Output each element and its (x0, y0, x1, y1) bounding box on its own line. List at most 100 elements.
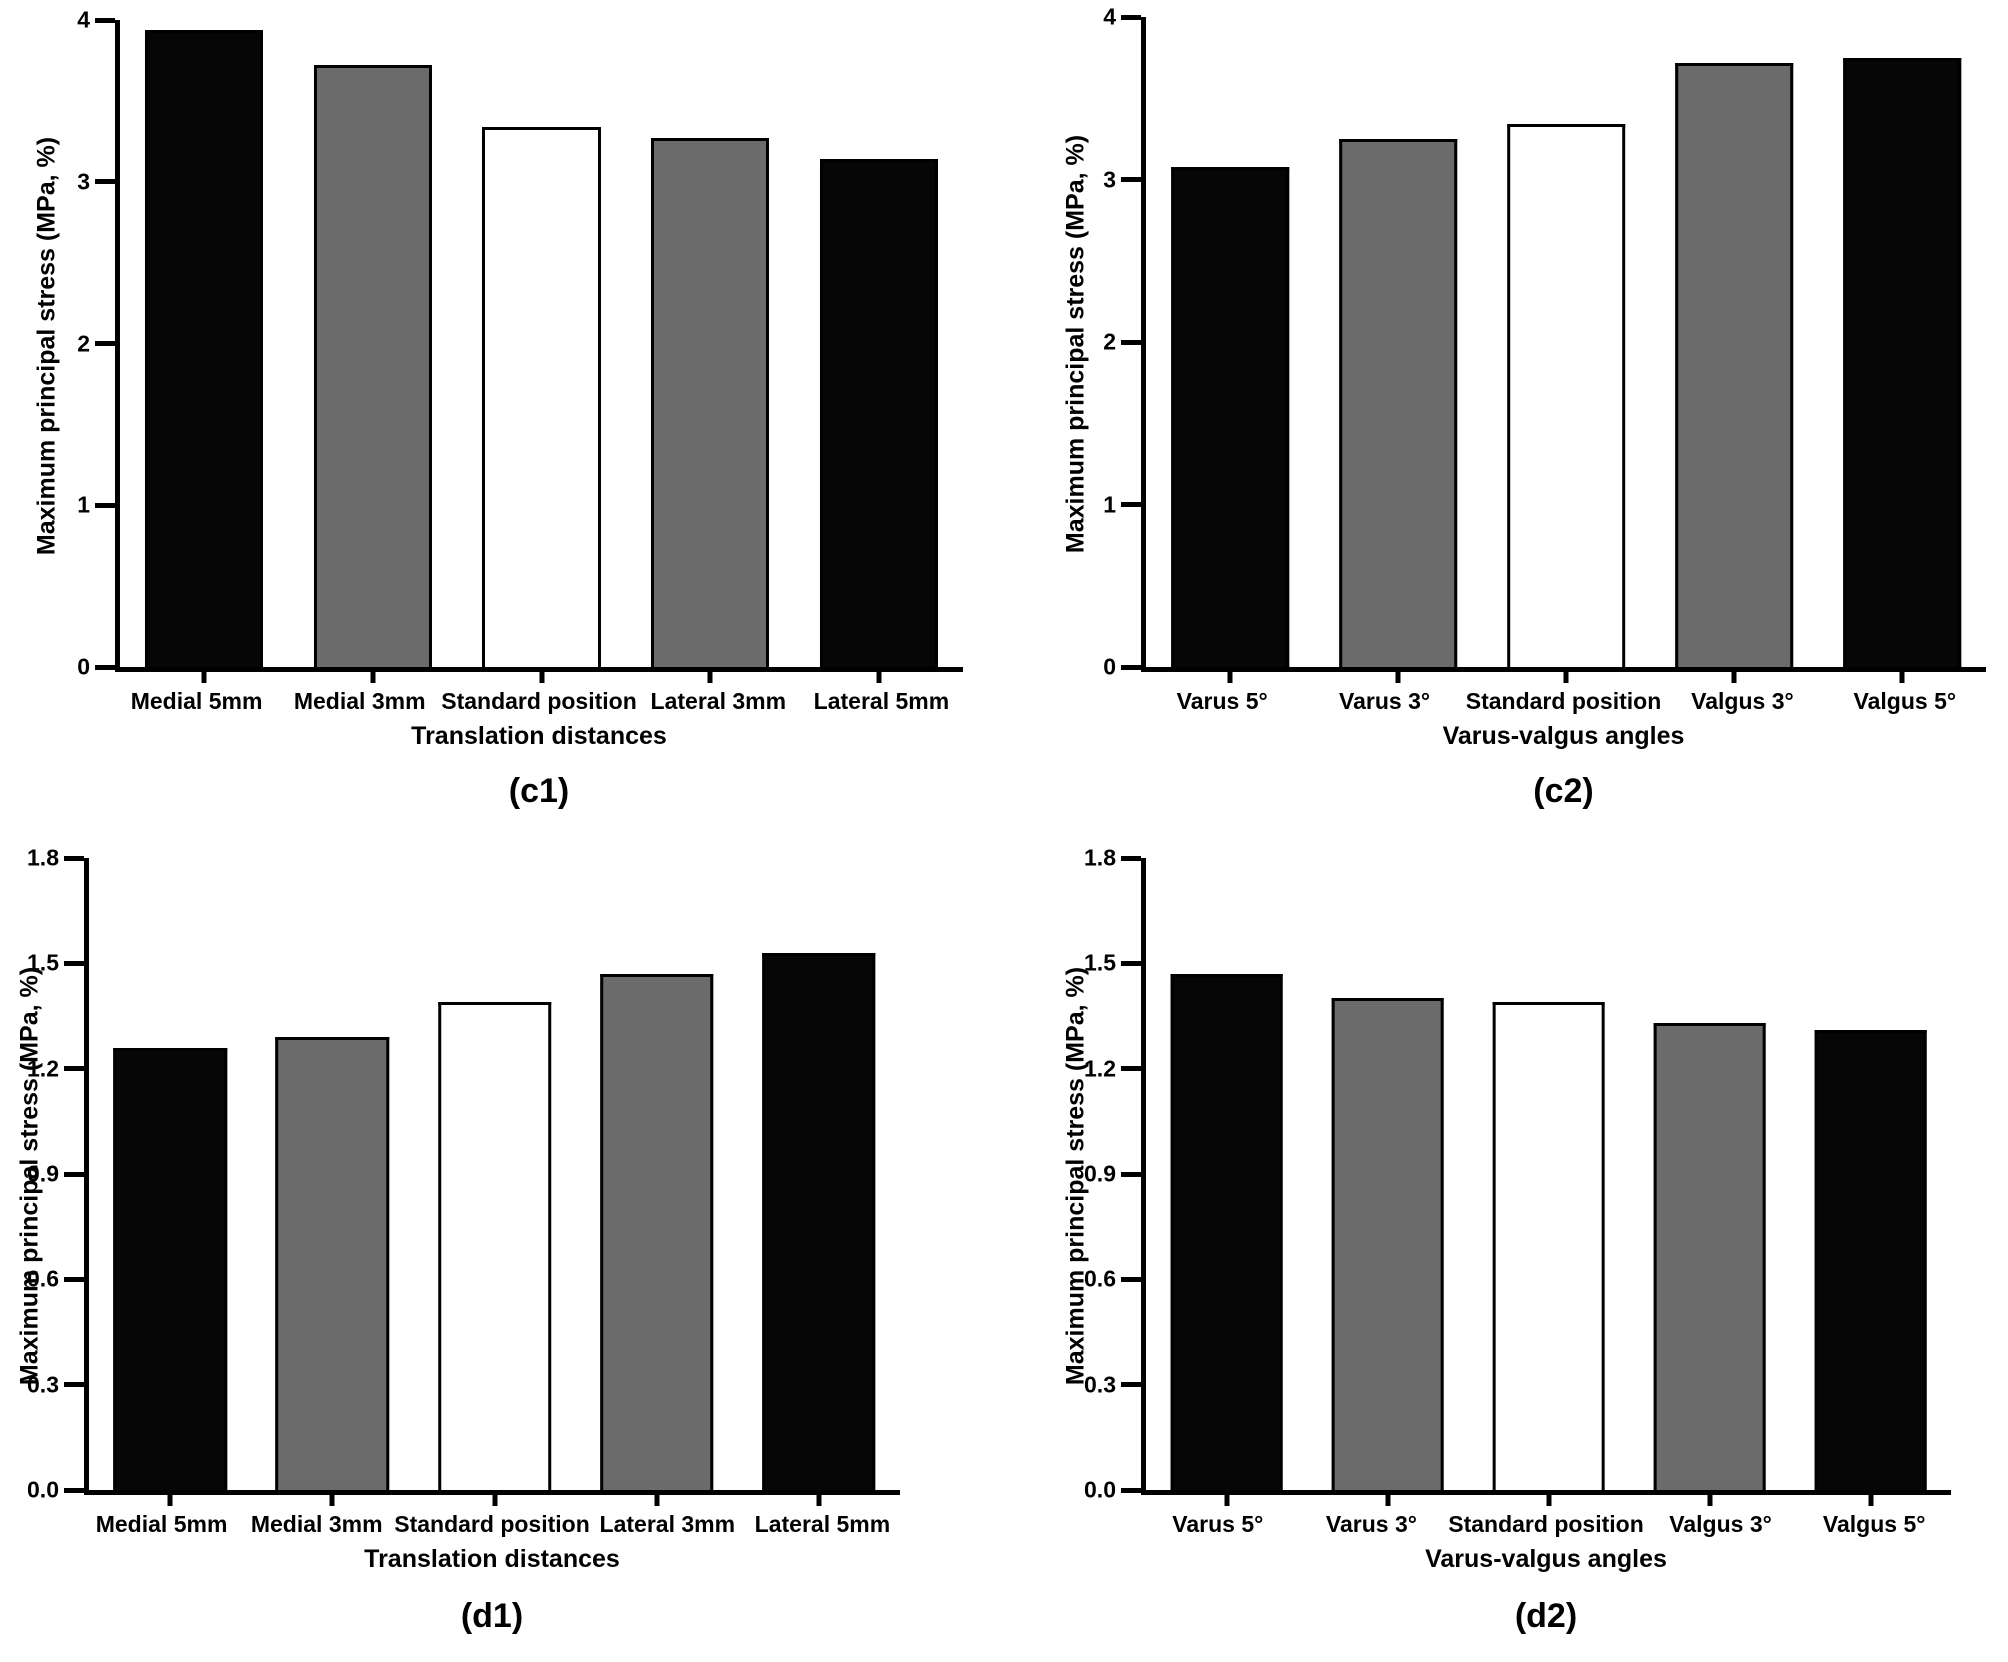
x-axis-tick-mark (329, 1490, 335, 1506)
chart-d2: Maximum principal stress (MPa, %) 0.0 0.3 0… (1004, 831, 2008, 1662)
x-axis-label: Valgus 5° (1853, 688, 1957, 714)
plot-area: 0 1 2 3 4 (77, 7, 963, 683)
bar-slot (457, 20, 626, 667)
bar-valgus-3- (1653, 1023, 1766, 1490)
bars-container (120, 20, 963, 667)
x-axis-tick-mark (1868, 1490, 1873, 1506)
x-axis-labels: Medial 5mm Medial 3mm Standard position Lat… (84, 1511, 900, 1538)
y-axis-tick-label: 0 (1103, 653, 1116, 680)
bar-slot (626, 20, 795, 667)
x-axis-tick-mark (654, 1490, 660, 1506)
x-axis-title: Translation distances (364, 1545, 620, 1573)
y-axis-tick-mark (64, 1487, 84, 1493)
bar-slot (576, 858, 738, 1490)
bar-varus-3- (1331, 998, 1444, 1490)
bars-container (89, 858, 900, 1490)
bar-standard-position (482, 126, 601, 667)
bar-valgus-3- (1675, 62, 1793, 667)
panel-caption: (d2) (1514, 1597, 1578, 1635)
bar-slot (1482, 17, 1650, 667)
bar-standard-position (1492, 1001, 1605, 1490)
bar-medial-3mm (313, 65, 432, 667)
bar-slot (1790, 858, 1951, 1490)
y-axis-tick-label: 3 (1103, 166, 1116, 192)
y-axis-tick-label: 0 (77, 653, 90, 680)
x-axis-tick-mark (167, 1490, 173, 1506)
bar-slot (289, 20, 458, 667)
bar-medial-3mm (275, 1037, 390, 1490)
y-axis-tick-mark (1121, 960, 1141, 966)
y-axis-tick-label: 2 (1103, 328, 1116, 355)
y-axis-tick-label: 0.0 (27, 1476, 59, 1503)
y-axis-tick-mark (64, 960, 84, 966)
y-axis-tick-mark (1121, 1066, 1141, 1072)
x-axis-label: Varus 5° (1176, 688, 1268, 714)
y-axis-tick-mark (64, 1382, 84, 1388)
bar-medial-5mm (113, 1047, 227, 1490)
x-axis-label: Medial 3mm (293, 688, 426, 714)
panel-caption: (c1) (508, 772, 570, 810)
bar-slot (794, 20, 963, 667)
bar-slot (1146, 858, 1307, 1490)
x-axis-label: Standard position (441, 688, 637, 714)
bar-valgus-5- (1814, 1030, 1927, 1490)
y-axis-tick-label: 1 (77, 491, 90, 518)
bars-container (1146, 17, 1986, 667)
x-axis-title: Varus-valgus angles (1425, 1545, 1667, 1573)
x-axis-label: Lateral 3mm (650, 688, 787, 714)
y-axis-tick-mark (64, 855, 84, 861)
x-axis-label: Lateral 5mm (813, 688, 950, 714)
bar-lateral-5mm (819, 159, 938, 667)
x-axis-tick-mark (492, 1490, 497, 1506)
x-axis-tick-mark (539, 667, 544, 683)
x-axis-tick-mark (876, 667, 882, 683)
x-axis-tick-mark (1546, 1490, 1551, 1506)
x-axis-label: Standard position (1448, 1511, 1644, 1537)
x-axis-tick-mark (370, 667, 376, 683)
x-axis-label: Medial 5mm (130, 688, 263, 714)
bar-slot (738, 858, 900, 1490)
x-axis-label: Valgus 3° (1669, 1511, 1772, 1537)
bar-slot (1468, 858, 1629, 1490)
bars-container (1146, 858, 1951, 1490)
y-axis-tick-label: 0.9 (27, 1160, 59, 1187)
y-axis-tick-mark (1121, 14, 1141, 20)
y-axis-tick-label: 1 (1103, 491, 1116, 517)
bar-slot (120, 20, 289, 667)
chart-c1: Maximum principal stress (MPa, %) 0 1 2 3 4 Me… (0, 0, 1004, 831)
bar-varus-5- (1170, 973, 1283, 1490)
y-axis-tick-mark (1121, 177, 1141, 182)
y-axis-tick-mark (95, 341, 115, 346)
y-axis-tick-label: 0.0 (1084, 1476, 1116, 1503)
y-axis-tick-mark (1121, 1382, 1141, 1388)
y-axis-tick-label: 4 (77, 6, 90, 33)
bar-slot (89, 858, 251, 1490)
x-axis-tick-mark (816, 1490, 822, 1506)
y-axis-tick-label: 1.2 (27, 1055, 59, 1082)
bar-lateral-5mm (762, 952, 876, 1490)
x-axis-tick-mark (201, 667, 207, 683)
bar-slot (413, 858, 575, 1490)
bar-valgus-5- (1843, 57, 1961, 667)
bar-slot (1307, 858, 1468, 1490)
y-axis-tick-mark (64, 1066, 84, 1072)
y-axis-tick-label: 2 (77, 330, 90, 356)
bar-lateral-3mm (651, 138, 770, 667)
x-axis-tick-mark (1563, 667, 1569, 683)
y-axis-tick-mark (1121, 664, 1141, 670)
x-axis-tick-mark (707, 667, 713, 683)
y-axis-tick-mark (95, 179, 115, 185)
x-axis-tick-mark (1385, 1490, 1390, 1506)
y-axis-tick-label: 0.6 (27, 1265, 59, 1292)
y-axis-tick-mark (1121, 1487, 1141, 1493)
x-axis-tick-mark (1224, 1490, 1229, 1506)
bar-slot (1629, 858, 1790, 1490)
y-axis-tick-mark (64, 1276, 84, 1282)
x-axis-label: Valgus 5° (1822, 1511, 1926, 1537)
bar-slot (251, 858, 413, 1490)
y-axis-tick-mark (95, 502, 115, 508)
chart-c2: Maximum principal stress (MPa, %) 0 1 2 3 4 Va… (1004, 0, 2008, 831)
y-axis-tick-mark (1121, 502, 1141, 507)
y-axis-tick-label: 3 (77, 168, 90, 195)
